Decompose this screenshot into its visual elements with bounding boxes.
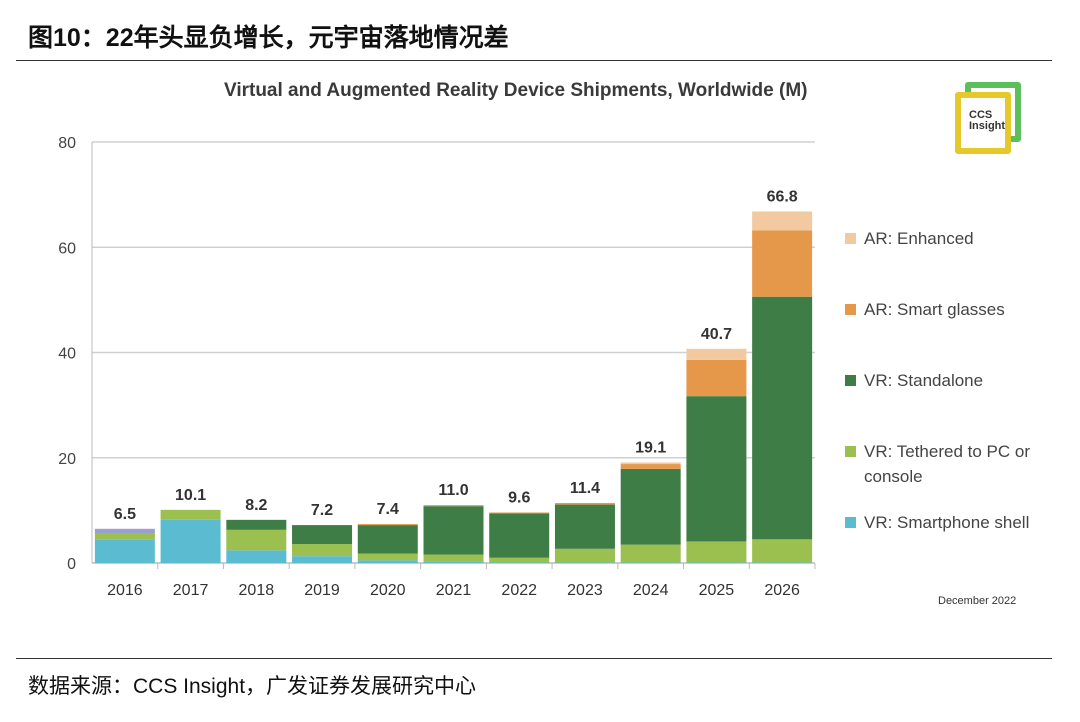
bar-segment	[94, 539, 155, 563]
legend-swatch	[845, 446, 856, 457]
bar-segment	[554, 503, 615, 505]
bar-segment	[423, 505, 484, 507]
legend-swatch	[845, 375, 856, 386]
x-tick-label: 2017	[173, 582, 209, 599]
bar-segment	[489, 513, 550, 558]
bar-segment	[686, 396, 747, 542]
y-tick-label: 80	[58, 135, 76, 152]
bar-total-label: 66.8	[767, 188, 798, 205]
bar-segment	[554, 504, 615, 549]
legend-item: VR: Tethered to PC or console	[845, 439, 1045, 489]
bar-total-label: 40.7	[701, 326, 732, 343]
bar-segment	[423, 506, 484, 555]
legend-label: VR: Tethered to PC or console	[864, 442, 1030, 486]
y-tick-label: 20	[58, 451, 76, 468]
top-divider	[16, 60, 1052, 61]
bar-segment	[686, 359, 747, 397]
bar-segment	[94, 528, 155, 534]
legend-item: AR: Enhanced	[845, 226, 1045, 251]
bar-total-label: 7.4	[377, 501, 399, 518]
bar-segment	[752, 296, 813, 540]
figure-title: 图10：22年头显负增长，元宇宙落地情况差	[28, 24, 509, 52]
bar-total-label: 7.2	[311, 502, 333, 519]
bar-segment	[554, 562, 615, 563]
bar-segment	[620, 544, 681, 563]
bar-segment	[620, 562, 681, 563]
bar-segment	[357, 560, 418, 563]
bar-segment	[489, 562, 550, 563]
legend-swatch	[845, 517, 856, 528]
x-tick-label: 2023	[567, 582, 603, 599]
bar-segment	[160, 519, 221, 563]
bar-segment	[160, 509, 221, 520]
x-tick-label: 2025	[699, 582, 735, 599]
legend-item: AR: Smart glasses	[845, 297, 1045, 322]
bar-segment	[686, 541, 747, 563]
bar-segment	[686, 348, 747, 360]
bar-total-label: 6.5	[114, 506, 136, 523]
x-tick-label: 2018	[239, 582, 275, 599]
bar-total-label: 9.6	[508, 489, 530, 506]
bottom-divider	[16, 658, 1052, 659]
bar-total-label: 11.0	[438, 482, 468, 499]
x-tick-label: 2024	[633, 582, 669, 599]
y-tick-label: 0	[67, 556, 76, 573]
bar-segment	[620, 462, 681, 465]
bar-segment	[226, 519, 287, 530]
bar-segment	[752, 539, 813, 563]
bar-segment	[489, 557, 550, 563]
legend-label: AR: Smart glasses	[864, 300, 1005, 319]
y-tick-label: 40	[58, 346, 76, 363]
legend-swatch	[845, 233, 856, 244]
x-tick-label: 2016	[107, 582, 143, 599]
bar-segment	[489, 512, 550, 514]
bar-segment	[357, 553, 418, 561]
bar-segment	[752, 230, 813, 297]
legend-label: VR: Standalone	[864, 371, 984, 390]
bar-segment	[292, 544, 353, 557]
bar-total-label: 8.2	[245, 497, 267, 514]
legend-label: AR: Enhanced	[864, 229, 974, 248]
x-tick-label: 2022	[501, 582, 537, 599]
legend-item: VR: Smartphone shell	[845, 510, 1045, 535]
bar-segment	[226, 550, 287, 563]
bar-segment	[423, 554, 484, 562]
y-tick-label: 60	[58, 240, 76, 257]
bar-segment	[292, 525, 353, 545]
x-tick-label: 2026	[764, 582, 800, 599]
bar-total-label: 19.1	[635, 439, 666, 456]
bar-segment	[94, 533, 155, 540]
source-note: 数据来源：CCS Insight，广发证券发展研究中心	[28, 675, 477, 698]
bar-total-label: 10.1	[175, 487, 206, 504]
x-tick-label: 2019	[304, 582, 340, 599]
bar-segment	[423, 561, 484, 563]
ccs-insight-logo: CCS Insight	[955, 82, 1021, 154]
bar-segment	[620, 468, 681, 545]
bar-segment	[292, 556, 353, 563]
bar-segment	[226, 529, 287, 551]
x-tick-label: 2021	[436, 582, 472, 599]
bar-segment	[357, 524, 418, 526]
bar-total-label: 11.4	[570, 480, 600, 497]
bar-segment	[357, 525, 418, 554]
chart-date-note: December 2022	[938, 595, 1017, 607]
bar-segment	[686, 562, 747, 563]
legend-label: VR: Smartphone shell	[864, 513, 1030, 532]
bar-segment	[752, 211, 813, 231]
x-tick-label: 2020	[370, 582, 406, 599]
legend-item: VR: Standalone	[845, 368, 1045, 393]
bar-segment	[554, 548, 615, 563]
legend-swatch	[845, 304, 856, 315]
chart-title: Virtual and Augmented Reality Device Shi…	[224, 80, 808, 101]
bar-segment	[620, 464, 681, 469]
bar-segment	[752, 562, 813, 563]
